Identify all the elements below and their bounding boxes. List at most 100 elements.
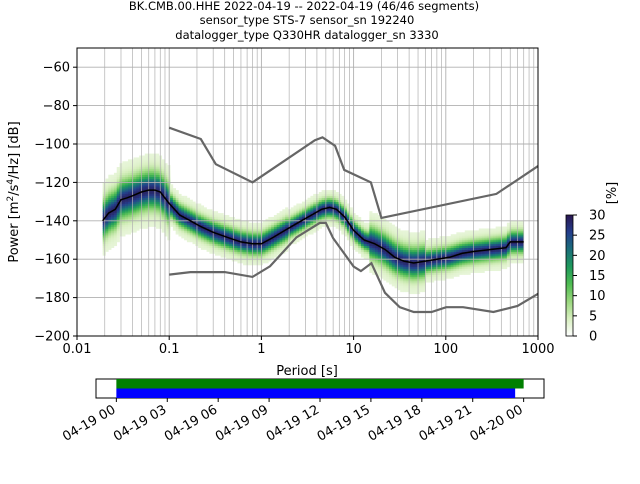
heatmap-cell — [431, 274, 435, 277]
heatmap-cell — [299, 222, 303, 225]
heatmap-cell — [136, 209, 140, 212]
heatmap-cell — [397, 234, 401, 237]
heatmap-cell — [237, 232, 241, 235]
heatmap-cell — [431, 261, 435, 264]
heatmap-cell — [344, 224, 348, 227]
heatmap-cell — [141, 199, 146, 202]
heatmap-cell — [394, 259, 398, 262]
heatmap-cell — [200, 243, 205, 247]
heatmap-cell — [313, 211, 317, 214]
heatmap-cell — [111, 234, 115, 237]
heatmap-cell — [122, 216, 126, 220]
heatmap-cell — [478, 236, 482, 239]
heatmap-cell — [161, 228, 165, 231]
heatmap-cell — [144, 168, 148, 172]
heatmap-cell — [403, 247, 407, 250]
heatmap-cell — [273, 216, 278, 220]
heatmap-cell — [470, 240, 474, 243]
heatmap-cell — [254, 232, 258, 235]
heatmap-cell — [341, 226, 345, 229]
heatmap-cell — [341, 211, 345, 214]
heatmap-cell — [279, 216, 283, 220]
heatmap-cell — [102, 213, 106, 216]
heatmap-cell — [175, 195, 179, 199]
heatmap-cell — [251, 259, 255, 262]
heatmap-cell — [372, 261, 376, 264]
heatmap-cell — [422, 240, 426, 243]
heatmap-cell — [217, 228, 221, 231]
heatmap-cell — [456, 234, 460, 237]
heatmap-cell — [307, 211, 311, 214]
heatmap-cell — [386, 243, 390, 247]
heatmap-cell — [139, 199, 143, 202]
heatmap-cell — [330, 195, 334, 199]
heatmap-cell — [470, 232, 474, 235]
heatmap-cell — [111, 182, 115, 185]
heatmap-cell — [116, 201, 120, 204]
heatmap-cell — [257, 240, 261, 243]
heatmap-cell — [369, 268, 373, 272]
heatmap-cell — [377, 268, 381, 272]
heatmap-cell — [172, 209, 176, 212]
heatmap-cell — [397, 261, 401, 264]
heatmap-cell — [433, 247, 438, 250]
heatmap-cell — [172, 222, 176, 225]
heatmap-cell — [150, 180, 154, 183]
heatmap-cell — [433, 261, 438, 264]
heatmap-cell — [478, 232, 482, 235]
heatmap-cell — [198, 226, 202, 229]
heatmap-cell — [147, 209, 151, 212]
heatmap-cell — [436, 264, 440, 268]
heatmap-cell — [144, 167, 148, 170]
heatmap-cell — [411, 232, 415, 235]
heatmap-cell — [276, 245, 280, 248]
heatmap-cell — [147, 180, 151, 183]
heatmap-cell — [459, 251, 463, 254]
heatmap-cell — [265, 241, 269, 245]
heatmap-cell — [254, 251, 258, 254]
heatmap-cell — [127, 161, 132, 164]
heatmap-cell — [186, 234, 191, 237]
heatmap-cell — [226, 241, 230, 245]
heatmap-cell — [161, 222, 165, 225]
heatmap-cell — [150, 192, 154, 195]
heatmap-cell — [476, 266, 480, 270]
heatmap-cell — [419, 289, 423, 293]
timeline-bar-2 — [116, 388, 516, 398]
heatmap-cell — [338, 216, 342, 220]
heatmap-cell — [268, 243, 272, 247]
x-axis-label: Period [s] — [276, 364, 338, 379]
heatmap-cell — [363, 247, 367, 250]
heatmap-cell — [198, 236, 202, 239]
heatmap-cell — [464, 272, 468, 275]
heatmap-cell — [293, 218, 297, 222]
heatmap-cell — [470, 230, 474, 233]
heatmap-cell — [335, 224, 339, 227]
heatmap-cell — [192, 238, 196, 241]
heatmap-cell — [133, 159, 137, 162]
heatmap-cell — [234, 236, 238, 239]
heatmap-cell — [150, 193, 154, 197]
heatmap-cell — [369, 270, 373, 273]
heatmap-cell — [268, 234, 272, 237]
heatmap-cell — [257, 247, 261, 250]
heatmap-cell — [358, 251, 362, 254]
heatmap-cell — [476, 236, 480, 239]
heatmap-cell — [335, 201, 339, 204]
heatmap-cell — [240, 241, 244, 245]
heatmap-cell — [273, 215, 278, 218]
heatmap-cell — [198, 222, 202, 225]
heatmap-cell — [102, 247, 106, 250]
heatmap-cell — [501, 259, 505, 262]
heatmap-cell — [349, 220, 353, 224]
heatmap-cell — [372, 272, 376, 275]
heatmap-cell — [273, 249, 278, 252]
heatmap-cell — [192, 216, 196, 220]
heatmap-cell — [332, 224, 336, 227]
heatmap-cell — [122, 215, 126, 218]
heatmap-cell — [296, 215, 300, 218]
heatmap-cell — [476, 253, 480, 256]
heatmap-cell — [206, 224, 210, 227]
heatmap-cell — [164, 205, 168, 208]
heatmap-cell — [492, 240, 496, 243]
